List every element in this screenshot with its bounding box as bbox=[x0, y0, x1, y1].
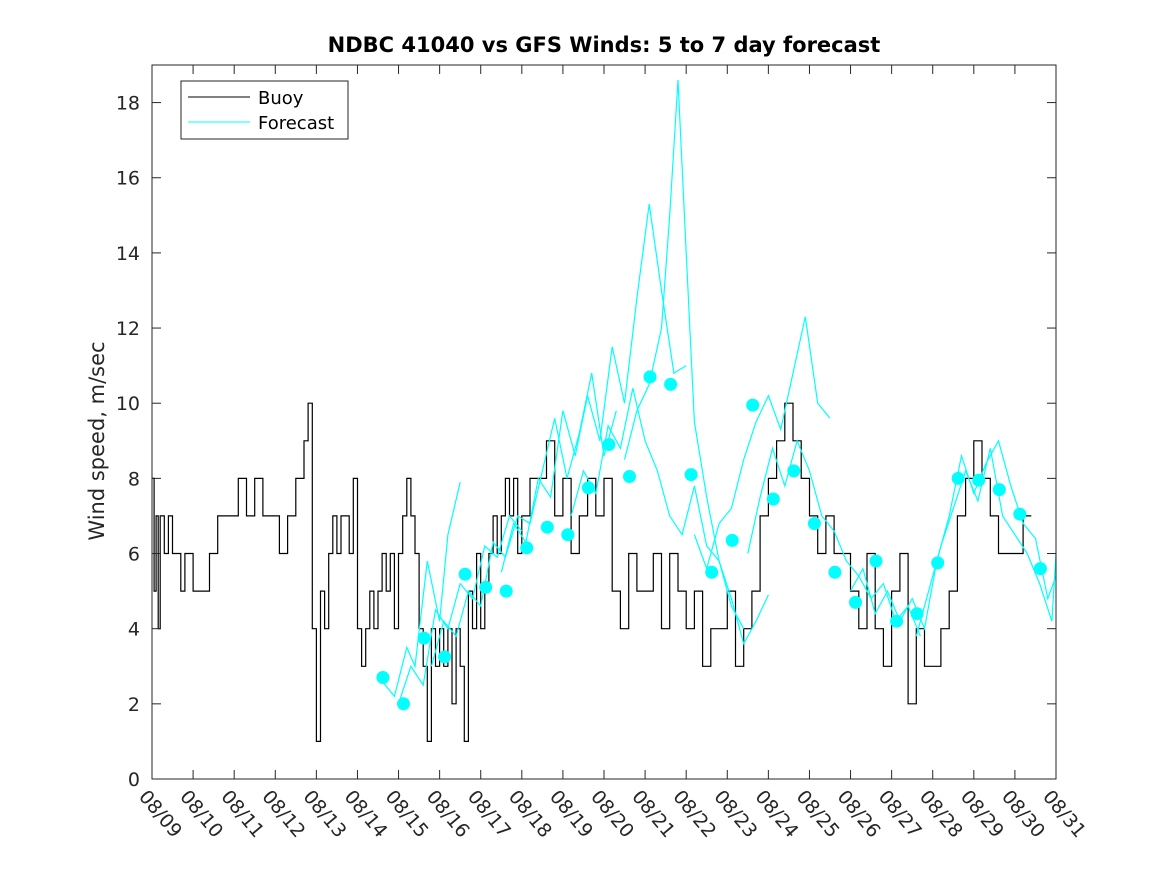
forecast-point bbox=[581, 481, 595, 495]
forecast-point bbox=[561, 528, 575, 542]
forecast-point bbox=[890, 614, 904, 628]
forecast-point bbox=[849, 595, 862, 609]
y-tick-label: 0 bbox=[128, 769, 140, 791]
y-axis-label: Wind speed, m/sec bbox=[85, 341, 109, 540]
y-tick-label: 6 bbox=[128, 544, 140, 566]
plot-area bbox=[152, 65, 1057, 779]
forecast-point bbox=[931, 556, 945, 570]
y-tick-label: 14 bbox=[116, 243, 140, 265]
forecast-line-7 bbox=[747, 438, 921, 637]
forecast-points bbox=[376, 370, 1047, 711]
chart-title: NDBC 41040 vs GFS Winds: 5 to 7 day fore… bbox=[328, 33, 881, 57]
y-tick-label: 18 bbox=[116, 93, 140, 115]
forecast-point bbox=[828, 565, 842, 579]
forecast-point bbox=[725, 533, 739, 547]
legend-buoy-label: Buoy bbox=[258, 88, 304, 109]
y-tick-label: 8 bbox=[128, 468, 140, 490]
forecast-line-8 bbox=[849, 439, 1057, 631]
forecast-point bbox=[869, 554, 883, 568]
y-ticks: 0 2 4 6 8 10 12 14 16 18 bbox=[116, 93, 1056, 791]
forecast-point bbox=[397, 697, 410, 711]
forecast-point bbox=[376, 671, 390, 684]
forecast-point bbox=[643, 370, 657, 384]
forecast-point bbox=[623, 470, 636, 483]
forecast-point bbox=[1013, 507, 1027, 521]
forecast-point bbox=[458, 567, 472, 581]
forecast-point bbox=[1033, 562, 1047, 576]
legend: Buoy Forecast bbox=[180, 80, 349, 140]
forecast-point bbox=[766, 492, 780, 506]
forecast-point bbox=[540, 520, 554, 534]
forecast-line-4 bbox=[570, 388, 745, 629]
y-tick-label: 10 bbox=[116, 393, 140, 415]
forecast-point bbox=[684, 468, 698, 482]
legend-forecast-label: Forecast bbox=[258, 113, 334, 134]
y-tick-label: 4 bbox=[128, 619, 140, 641]
forecast-point bbox=[807, 517, 821, 530]
forecast-point bbox=[479, 580, 493, 594]
forecast-point bbox=[705, 565, 719, 579]
forecast-line-0 bbox=[381, 481, 461, 698]
forecast-point bbox=[910, 607, 924, 621]
y-tick-label: 12 bbox=[116, 318, 140, 340]
forecast-point bbox=[951, 471, 965, 485]
forecast-line-9 bbox=[915, 448, 1057, 637]
forecast-line-3 bbox=[500, 203, 687, 573]
forecast-point bbox=[972, 473, 986, 487]
forecast-series bbox=[381, 79, 1057, 704]
forecast-line-1 bbox=[397, 514, 523, 704]
forecast-point bbox=[992, 483, 1006, 497]
forecast-point bbox=[520, 541, 534, 555]
forecast-point bbox=[787, 464, 801, 478]
y-tick-label: 16 bbox=[116, 168, 140, 190]
forecast-line-6 bbox=[693, 316, 831, 571]
plot-background bbox=[152, 65, 1056, 779]
forecast-point bbox=[602, 438, 616, 451]
y-tick-label: 2 bbox=[128, 694, 140, 716]
forecast-point bbox=[499, 584, 513, 598]
forecast-point bbox=[746, 398, 760, 412]
forecast-point bbox=[417, 631, 431, 645]
forecast-point bbox=[664, 377, 678, 391]
legend-box bbox=[180, 80, 349, 140]
forecast-point bbox=[438, 650, 452, 664]
